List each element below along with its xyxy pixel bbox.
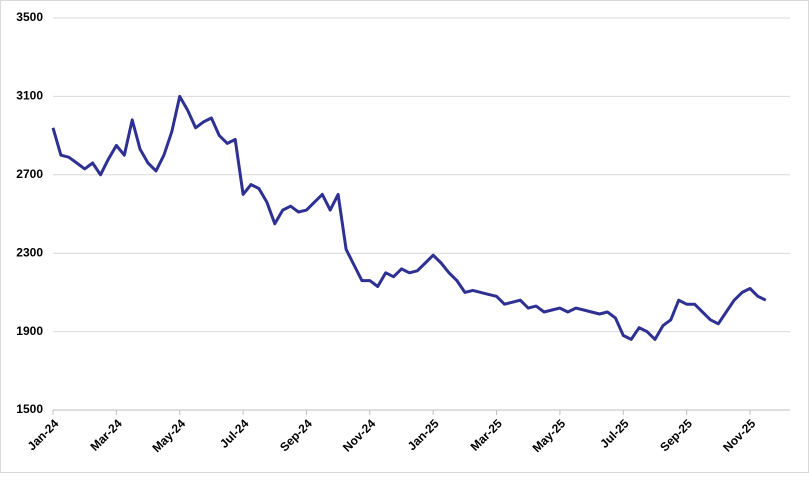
chart-border [0,0,809,473]
y-tick-label: 2300 [16,245,43,259]
y-tick-label: 3500 [16,10,43,24]
y-tick-label: 3100 [16,89,43,103]
y-tick-label: 2700 [16,167,43,181]
data-line [51,94,767,341]
y-tick-label: 1500 [16,402,43,416]
y-tick-label: 1900 [16,324,43,338]
